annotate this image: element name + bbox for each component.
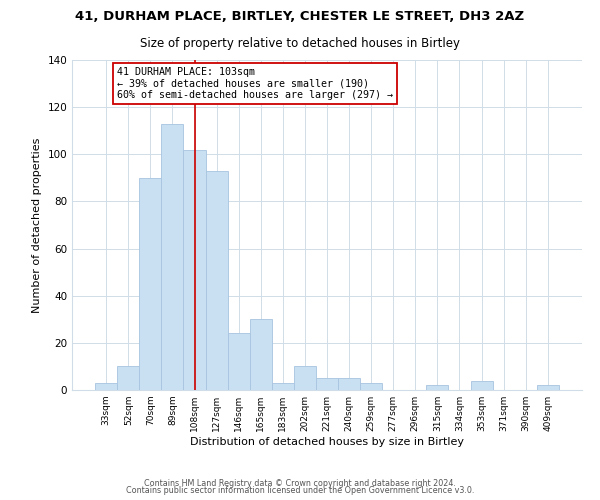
Text: Contains HM Land Registry data © Crown copyright and database right 2024.: Contains HM Land Registry data © Crown c… xyxy=(144,478,456,488)
Bar xyxy=(227,334,250,390)
Bar xyxy=(427,386,448,390)
Bar xyxy=(316,378,338,390)
Bar xyxy=(139,178,161,390)
Bar xyxy=(250,320,272,390)
Bar xyxy=(360,383,382,390)
Bar xyxy=(184,150,206,390)
Bar xyxy=(537,386,559,390)
Y-axis label: Number of detached properties: Number of detached properties xyxy=(32,138,42,312)
Bar xyxy=(206,171,227,390)
Bar xyxy=(272,383,294,390)
Bar xyxy=(161,124,184,390)
Text: 41, DURHAM PLACE, BIRTLEY, CHESTER LE STREET, DH3 2AZ: 41, DURHAM PLACE, BIRTLEY, CHESTER LE ST… xyxy=(76,10,524,23)
Bar xyxy=(338,378,360,390)
X-axis label: Distribution of detached houses by size in Birtley: Distribution of detached houses by size … xyxy=(190,437,464,447)
Bar xyxy=(470,380,493,390)
Text: Size of property relative to detached houses in Birtley: Size of property relative to detached ho… xyxy=(140,38,460,51)
Text: 41 DURHAM PLACE: 103sqm
← 39% of detached houses are smaller (190)
60% of semi-d: 41 DURHAM PLACE: 103sqm ← 39% of detache… xyxy=(117,67,393,100)
Text: Contains public sector information licensed under the Open Government Licence v3: Contains public sector information licen… xyxy=(126,486,474,495)
Bar xyxy=(95,383,117,390)
Bar xyxy=(294,366,316,390)
Bar xyxy=(117,366,139,390)
